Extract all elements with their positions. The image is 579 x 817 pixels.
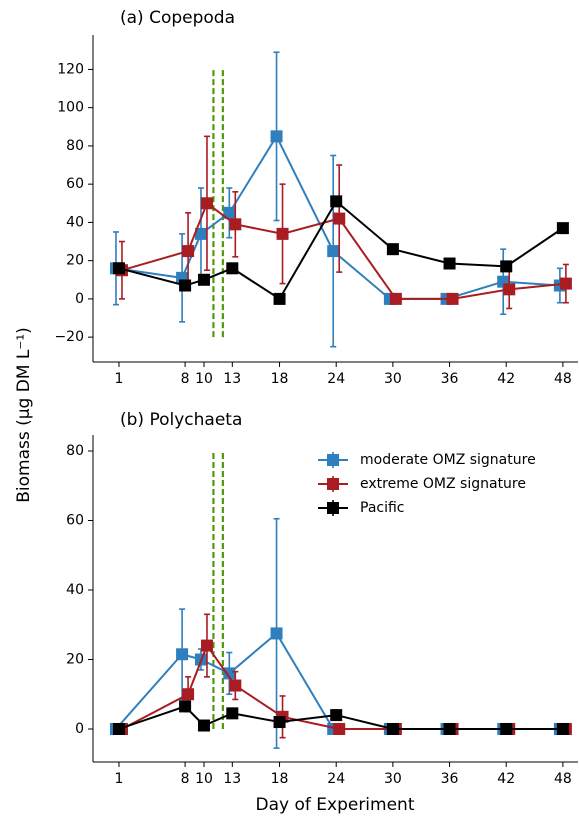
y-tick-label: 60 xyxy=(66,176,84,192)
marker xyxy=(223,206,236,219)
y-tick-label: 80 xyxy=(66,443,84,459)
marker xyxy=(276,227,289,240)
marker xyxy=(223,667,236,680)
marker xyxy=(112,722,125,735)
legend-label: Pacific xyxy=(360,500,405,516)
x-tick-label: 10 xyxy=(195,771,213,787)
series-line xyxy=(118,705,563,730)
x-tick-label: 18 xyxy=(271,771,289,787)
marker xyxy=(229,218,242,231)
marker xyxy=(226,707,239,720)
marker xyxy=(270,627,283,640)
marker xyxy=(197,273,210,286)
x-tick-label: 42 xyxy=(497,771,515,787)
x-tick-label: 13 xyxy=(223,771,241,787)
y-tick-label: 120 xyxy=(57,61,84,77)
x-tick-label: 10 xyxy=(195,371,213,387)
x-tick-label: 24 xyxy=(327,371,345,387)
legend-marker xyxy=(327,454,339,466)
marker xyxy=(330,709,343,722)
marker xyxy=(443,722,456,735)
y-tick-label: 0 xyxy=(75,721,84,737)
marker xyxy=(327,245,340,258)
x-tick-label: 42 xyxy=(497,371,515,387)
x-tick-label: 13 xyxy=(223,371,241,387)
marker xyxy=(273,292,286,305)
marker xyxy=(330,195,343,208)
marker xyxy=(386,243,399,256)
marker xyxy=(556,722,569,735)
marker xyxy=(273,716,286,729)
marker xyxy=(182,245,195,258)
marker xyxy=(389,292,402,305)
marker xyxy=(333,722,346,735)
marker xyxy=(386,722,399,735)
y-tick-label: 0 xyxy=(75,291,84,307)
y-tick-label: 60 xyxy=(66,512,84,528)
legend-marker xyxy=(327,502,339,514)
y-tick-label: 80 xyxy=(66,138,84,154)
y-tick-label: 100 xyxy=(57,100,84,116)
panel-title: (b) Polychaeta xyxy=(120,410,242,430)
series-line xyxy=(121,201,566,300)
y-axis-label: Biomass (μg DM L⁻¹) xyxy=(14,327,34,503)
marker xyxy=(112,262,125,275)
marker xyxy=(446,292,459,305)
marker xyxy=(229,679,242,692)
x-tick-label: 8 xyxy=(181,371,190,387)
x-tick-label: 8 xyxy=(181,771,190,787)
marker xyxy=(176,648,189,661)
series-line xyxy=(118,199,564,301)
marker xyxy=(182,688,195,701)
y-tick-label: 40 xyxy=(66,214,84,230)
legend-label: extreme OMZ signature xyxy=(360,476,526,492)
marker xyxy=(556,222,569,235)
marker xyxy=(443,257,456,270)
x-tick-label: 36 xyxy=(441,371,459,387)
x-tick-label: 30 xyxy=(384,771,402,787)
x-tick-label: 48 xyxy=(554,771,572,787)
marker xyxy=(500,260,513,273)
x-tick-label: 18 xyxy=(271,371,289,387)
marker xyxy=(226,262,239,275)
legend-marker xyxy=(327,478,339,490)
x-tick-label: 36 xyxy=(441,771,459,787)
marker xyxy=(333,212,346,225)
panel-title: (a) Copepoda xyxy=(120,8,235,28)
marker xyxy=(179,279,192,292)
x-axis-label: Day of Experiment xyxy=(256,795,415,815)
marker xyxy=(194,227,207,240)
y-tick-label: 20 xyxy=(66,651,84,667)
marker xyxy=(500,722,513,735)
x-tick-label: 1 xyxy=(115,771,124,787)
marker xyxy=(200,639,213,652)
x-tick-label: 48 xyxy=(554,371,572,387)
marker xyxy=(559,277,572,290)
x-tick-label: 30 xyxy=(384,371,402,387)
marker xyxy=(179,700,192,713)
marker xyxy=(197,719,210,732)
legend-label: moderate OMZ signature xyxy=(360,452,536,468)
marker xyxy=(270,130,283,143)
x-tick-label: 24 xyxy=(327,771,345,787)
x-tick-label: 1 xyxy=(115,371,124,387)
marker xyxy=(200,197,213,210)
y-tick-label: 40 xyxy=(66,582,84,598)
marker xyxy=(503,283,516,296)
y-tick-label: 20 xyxy=(66,253,84,269)
y-tick-label: −20 xyxy=(54,329,84,345)
